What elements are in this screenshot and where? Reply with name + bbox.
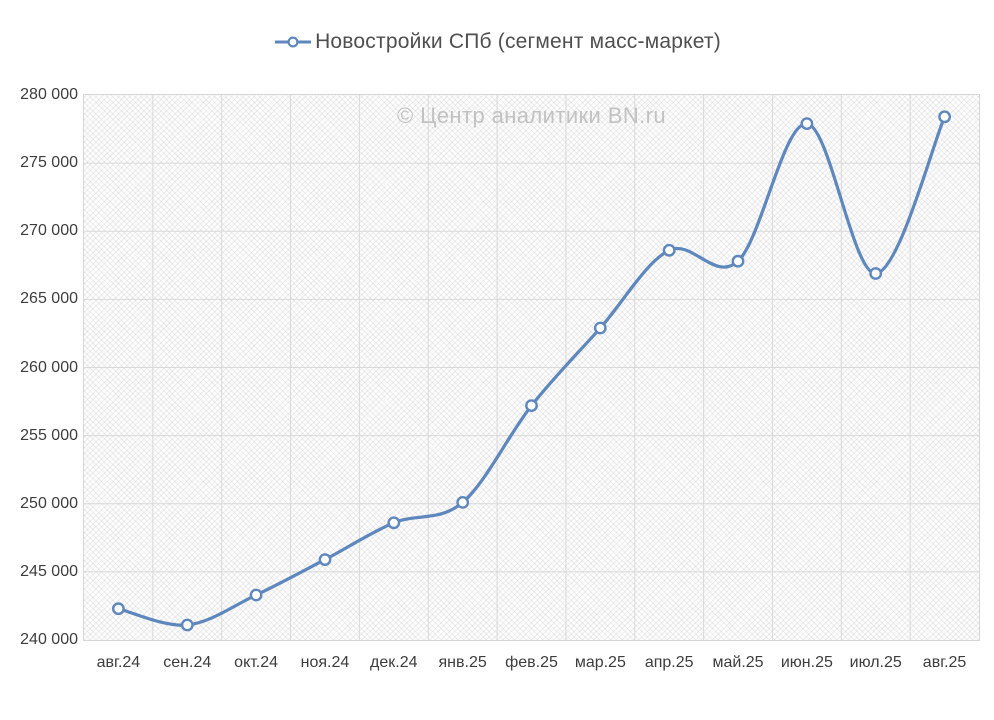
y-axis-tick-label: 255 000	[20, 426, 78, 444]
line-series-legend-icon	[275, 36, 312, 48]
x-axis-tick-label: сен.24	[163, 654, 212, 671]
x-axis-tick-label: мар.25	[574, 654, 626, 671]
x-axis-tick-label: фев.25	[505, 654, 558, 671]
x-axis-tick-label: янв.25	[438, 654, 487, 671]
data-point-marker	[525, 399, 538, 412]
y-axis-tick-label: 270 000	[20, 222, 78, 240]
x-axis-tick-label: апр.25	[644, 654, 694, 671]
x-axis-tick-label: окт.24	[234, 654, 279, 671]
data-point-marker	[938, 110, 951, 124]
data-point-marker	[800, 117, 814, 131]
data-point-marker	[318, 553, 332, 566]
chart-title: Новостройки СПб (сегмент масс-маркет)	[315, 30, 721, 53]
data-point-marker	[112, 602, 125, 616]
y-axis-tick-label: 250 000	[20, 494, 78, 512]
y-axis-tick-label: 260 000	[20, 358, 78, 376]
y-axis-tick-label: 275 000	[20, 154, 78, 172]
series-plot-svg	[84, 95, 979, 640]
x-axis-tick-label: июл.25	[849, 654, 902, 671]
y-axis-tick-label: 280 000	[20, 86, 78, 103]
x-axis-tick-label: авг.25	[922, 654, 967, 671]
data-point-marker	[180, 618, 194, 632]
x-axis-tick-label: дек.24	[370, 654, 418, 671]
plot-area: © Центр аналитики BN.ru	[83, 94, 980, 641]
data-point-marker	[869, 267, 883, 280]
x-axis-tick-label: авг.24	[96, 654, 141, 671]
data-point-marker	[593, 321, 607, 335]
data-point-marker	[731, 254, 745, 268]
chart-legend: Новостройки СПб (сегмент масс-маркет)	[0, 26, 994, 58]
x-axis-tick-label: май.25	[712, 654, 764, 671]
series-line	[116, 115, 947, 627]
x-axis-tick-label: ноя.24	[300, 654, 350, 671]
y-axis-tick-label: 245 000	[20, 562, 78, 580]
y-axis-tick-label: 240 000	[20, 631, 78, 648]
data-point-marker	[249, 588, 263, 602]
data-point-marker	[456, 495, 470, 509]
data-point-marker	[387, 516, 401, 530]
x-axis-tick-label: июн.25	[780, 654, 833, 671]
y-axis-tick-label: 265 000	[20, 290, 78, 308]
data-point-marker	[662, 243, 676, 257]
